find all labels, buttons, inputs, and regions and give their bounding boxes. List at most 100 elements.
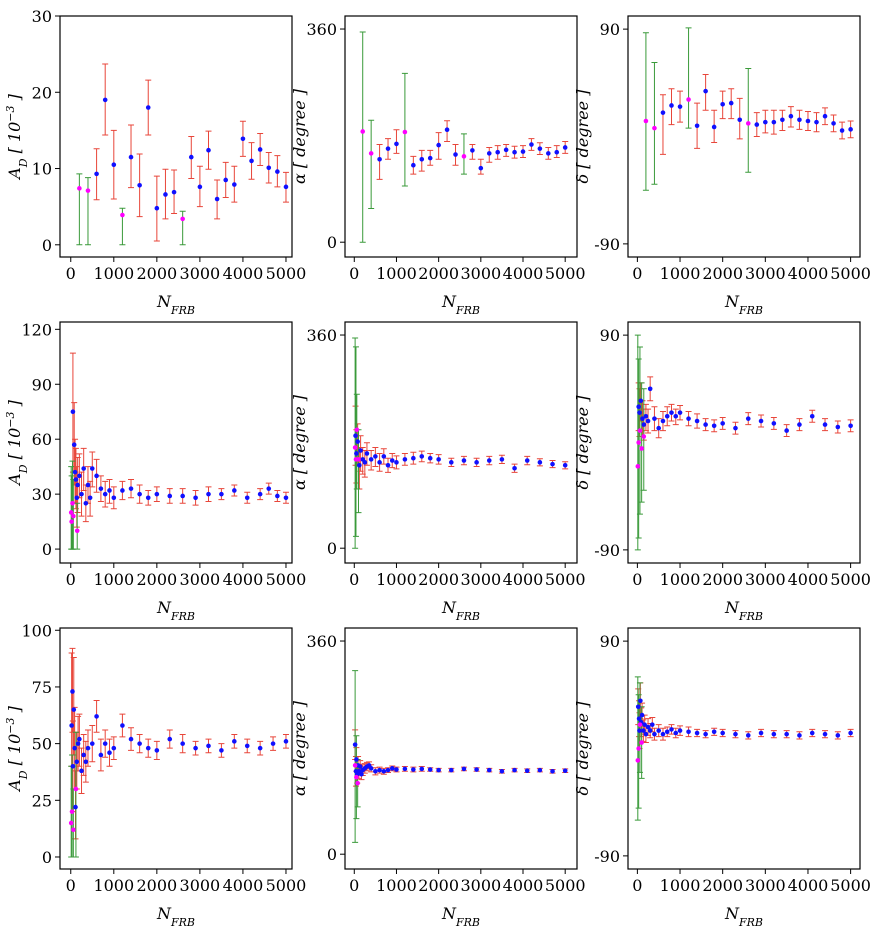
y-tick-label: 360 — [306, 20, 337, 39]
x-tick-label: 2000 — [136, 264, 177, 283]
label-part: A — [5, 473, 24, 487]
label-part: N — [724, 904, 740, 923]
y-tick-label: 0 — [42, 848, 52, 867]
point — [77, 186, 82, 191]
point — [486, 151, 492, 156]
point — [635, 464, 641, 469]
x-tick-label: 4000 — [503, 264, 544, 283]
panel: 0 10 20 30 0 1000 2000 3000 4000 5000 NFRB AD [ 10−… — [4, 7, 307, 317]
point — [763, 119, 768, 125]
error-bar — [359, 31, 366, 243]
axes-frame — [344, 627, 578, 870]
plot-area — [352, 670, 569, 843]
error-bar — [640, 388, 647, 491]
error-bar — [179, 210, 186, 246]
point — [637, 722, 643, 727]
error-bar — [376, 143, 383, 180]
x-tick-label: 0 — [349, 876, 359, 895]
label-part: N — [441, 904, 457, 923]
x-tick-label: 2000 — [702, 876, 743, 895]
point — [373, 454, 378, 459]
point — [562, 768, 568, 774]
axes-frame — [344, 321, 578, 564]
point — [102, 97, 108, 103]
label-part: FRB — [455, 304, 480, 317]
point — [70, 689, 75, 694]
x-tick-label: 4000 — [503, 570, 544, 589]
point — [354, 774, 359, 780]
point — [257, 147, 263, 152]
point — [68, 820, 74, 826]
point — [805, 118, 811, 124]
x-axis-label: NFRB — [441, 598, 480, 623]
point — [244, 743, 250, 749]
y-tick-label: 100 — [21, 621, 52, 640]
point — [352, 742, 358, 747]
point — [503, 147, 509, 153]
y-tick-label: 0 — [327, 233, 337, 252]
y-tick-label: 30 — [32, 7, 52, 26]
point — [771, 421, 777, 426]
y-axis-label: δ [ degree ] — [573, 395, 592, 490]
point — [499, 457, 505, 462]
point — [107, 488, 112, 493]
panel: 0 30 60 90 120 0 1000 2000 3000 4000 5000 NFRB AD [ … — [4, 320, 307, 622]
point — [652, 416, 657, 421]
point — [520, 149, 526, 154]
label-part: FRB — [738, 916, 763, 929]
label-part: α [ degree ] — [290, 700, 309, 796]
x-tick-label: 4000 — [788, 876, 829, 895]
y-axis-label: α [ degree ] — [290, 700, 309, 796]
label-part: [ 10 — [5, 428, 24, 465]
point — [529, 142, 534, 147]
point — [419, 766, 425, 772]
point — [411, 455, 416, 461]
panel: 0 360 0 1000 2000 3000 4000 5000 NFRB α [ degree … — [290, 321, 586, 623]
point — [70, 763, 76, 769]
label-part: δ [ degree ] — [573, 395, 592, 490]
point — [120, 488, 125, 493]
point — [694, 730, 700, 736]
point — [550, 768, 555, 774]
point — [686, 97, 691, 102]
point — [694, 418, 700, 424]
plot-area — [642, 27, 854, 191]
point — [214, 196, 220, 202]
plot-area — [68, 647, 289, 858]
x-tick-label: 1000 — [376, 264, 417, 283]
label-part: N — [156, 904, 172, 923]
point — [206, 147, 211, 153]
y-tick-label: 75 — [32, 678, 52, 697]
point — [402, 766, 408, 772]
point — [377, 156, 382, 162]
point — [94, 714, 99, 719]
point — [848, 730, 853, 736]
point — [368, 457, 374, 462]
y-tick-label: -90 — [594, 847, 620, 866]
point — [69, 519, 74, 524]
point — [758, 418, 764, 424]
point — [645, 418, 651, 424]
x-tick-label: 1000 — [660, 876, 701, 895]
point — [354, 451, 359, 456]
point — [111, 495, 117, 501]
axes-frame — [627, 321, 861, 564]
point — [848, 423, 853, 429]
point — [75, 741, 81, 746]
x-tick-label: 0 — [66, 876, 76, 895]
point — [193, 745, 198, 751]
point — [461, 458, 467, 463]
error-bar — [393, 129, 400, 154]
axes-frame — [344, 15, 578, 258]
point — [73, 804, 78, 810]
axes-frame — [59, 321, 293, 564]
x-tick-label: 5000 — [266, 264, 307, 283]
y-tick-label: 0 — [42, 236, 52, 255]
point — [771, 119, 777, 125]
point — [641, 434, 647, 439]
point — [72, 469, 78, 475]
point — [249, 158, 254, 164]
point — [784, 428, 789, 433]
point — [102, 741, 108, 746]
